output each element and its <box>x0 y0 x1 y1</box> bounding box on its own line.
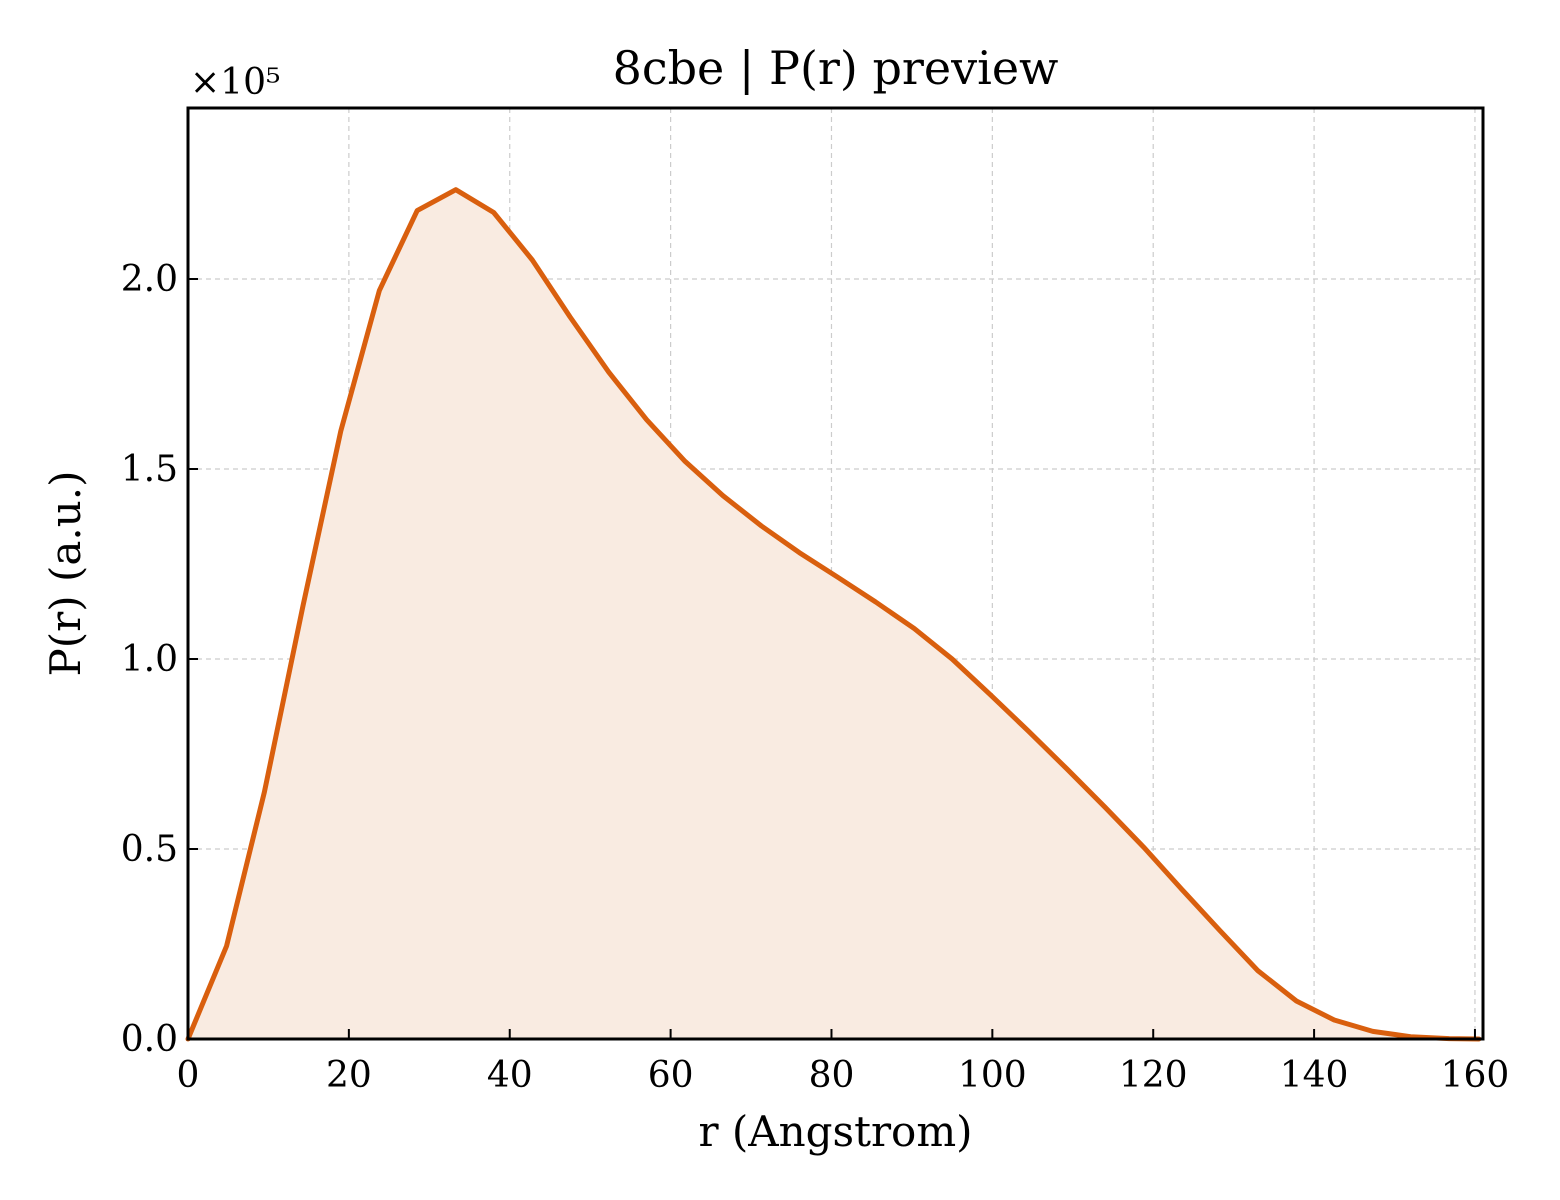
x-tick-label: 100 <box>958 1055 1027 1096</box>
x-tick-label: 40 <box>487 1055 533 1096</box>
y-axis-offset-label: ×10⁵ <box>190 62 280 103</box>
series-line <box>185 187 1482 1042</box>
x-tick-label: 160 <box>1441 1055 1510 1096</box>
data-layer <box>185 187 1482 1042</box>
x-tick-label: 80 <box>809 1055 855 1096</box>
x-axis-title: r (Angstrom) <box>698 1107 972 1156</box>
y-tick-label: 0.5 <box>121 829 178 870</box>
ticks: 0 20 40 60 80 100 120 140 160 0.0 0.5 1.0 1.5 2.0 <box>121 259 1510 1096</box>
y-tick-label: 2.0 <box>121 259 178 300</box>
x-tick-label: 20 <box>326 1055 372 1096</box>
series-area-fill <box>188 189 1479 1039</box>
y-tick-label: 0.0 <box>121 1019 178 1060</box>
y-axis-title: P(r) (a.u.) <box>41 470 90 676</box>
x-tick-label: 120 <box>1119 1055 1188 1096</box>
x-tick-label: 140 <box>1280 1055 1349 1096</box>
chart-title: 8cbe | P(r) preview <box>613 41 1059 95</box>
y-tick-label: 1.0 <box>121 639 178 680</box>
x-tick-label: 60 <box>648 1055 694 1096</box>
plot-frame <box>186 106 1485 1041</box>
x-tick-label: 0 <box>177 1055 200 1096</box>
y-tick-label: 1.5 <box>121 449 178 490</box>
